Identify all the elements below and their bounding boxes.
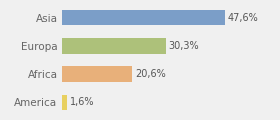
Bar — [62, 38, 165, 54]
Bar — [62, 10, 225, 25]
Text: 47,6%: 47,6% — [228, 13, 258, 23]
Bar — [62, 95, 67, 110]
Bar — [62, 66, 132, 82]
Text: 30,3%: 30,3% — [168, 41, 199, 51]
Text: 20,6%: 20,6% — [135, 69, 166, 79]
Text: 1,6%: 1,6% — [70, 97, 94, 107]
